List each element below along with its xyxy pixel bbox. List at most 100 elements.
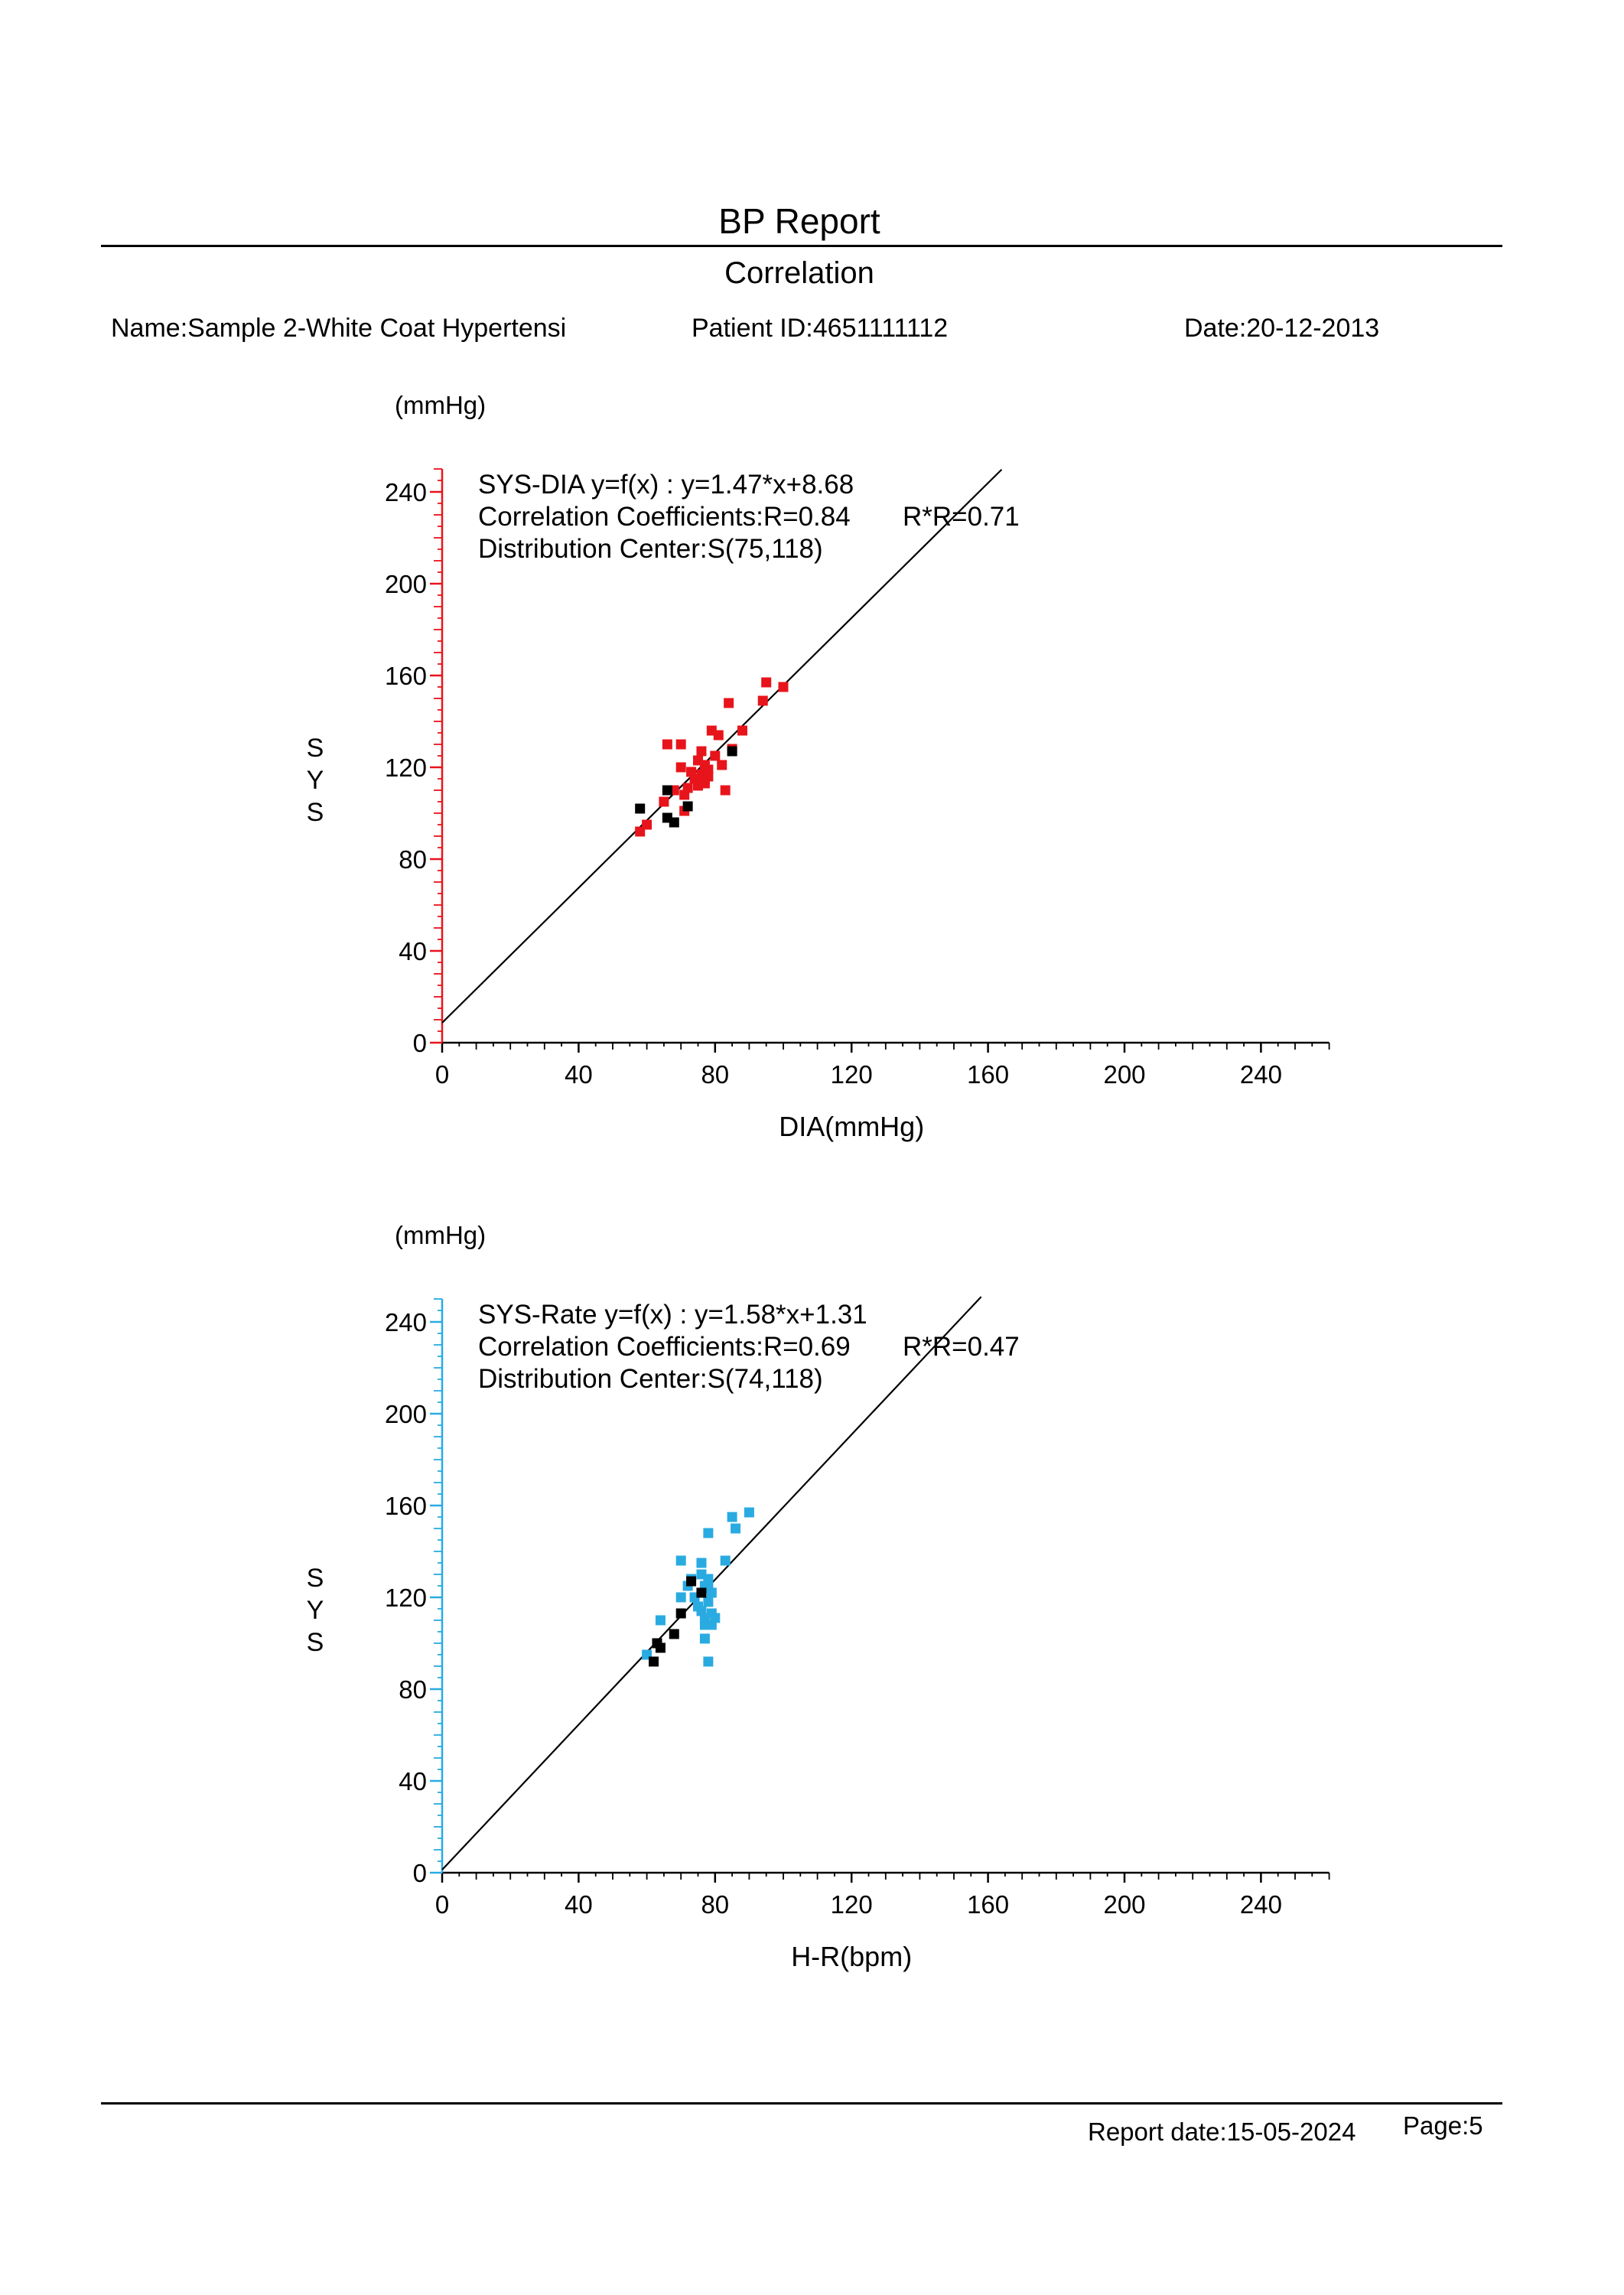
x-tick-label: 240 bbox=[1240, 1060, 1282, 1089]
x-tick-label: 40 bbox=[565, 1890, 593, 1919]
x-tick-label: 80 bbox=[701, 1890, 729, 1919]
y-tick-label: 120 bbox=[385, 754, 427, 782]
scatter-point bbox=[675, 1555, 686, 1566]
report-subtitle: Correlation bbox=[724, 256, 874, 290]
scatter-point bbox=[703, 1656, 714, 1667]
x-tick-label: 0 bbox=[435, 1890, 449, 1919]
x-tick-label: 160 bbox=[967, 1060, 1009, 1089]
scatter-point bbox=[706, 1587, 717, 1598]
scatter-point bbox=[778, 682, 789, 692]
y-unit-label: (mmHg) bbox=[395, 1221, 486, 1249]
report-title: BP Report bbox=[718, 201, 880, 241]
y-tick-label: 80 bbox=[399, 1675, 427, 1704]
header-divider bbox=[101, 245, 1502, 247]
scatter-point bbox=[703, 1597, 714, 1607]
scatter-point bbox=[710, 1613, 721, 1623]
annotation-correlation: Correlation Coefficients:R=0.84 bbox=[478, 502, 851, 532]
x-tick-label: 120 bbox=[831, 1060, 873, 1089]
x-tick-label: 0 bbox=[435, 1060, 449, 1089]
scatter-point bbox=[761, 677, 772, 688]
scatter-point bbox=[713, 730, 724, 741]
footer-divider bbox=[101, 2102, 1502, 2105]
scatter-point bbox=[662, 739, 672, 750]
scatter-point bbox=[703, 1574, 714, 1584]
y-axis-title-letter: Y bbox=[307, 766, 324, 795]
annotation-correlation: Correlation Coefficients:R=0.69 bbox=[478, 1332, 851, 1362]
scatter-point bbox=[682, 783, 693, 793]
scatter-point bbox=[710, 750, 721, 761]
scatter-point bbox=[675, 1592, 686, 1603]
y-tick-label: 40 bbox=[399, 1767, 427, 1795]
sys-dia-correlation-chart: 0 40 80 120 160 200 240 0 40 80 120 160 200 240 (mmHg)… bbox=[307, 391, 1330, 1142]
y-tick-label: 120 bbox=[385, 1584, 427, 1612]
x-tick-label: 40 bbox=[565, 1060, 593, 1089]
annotation-r-squared: R*R=0.47 bbox=[903, 1332, 1020, 1362]
sys-rate-correlation-chart: 0 40 80 120 160 200 240 0 40 80 120 160 200 240 (mmHg)… bbox=[307, 1221, 1330, 1972]
scatter-point bbox=[675, 762, 686, 773]
scatter-point bbox=[717, 760, 727, 770]
annotation-distribution-center: Distribution Center:S(74,118) bbox=[478, 1364, 823, 1394]
scatter-point bbox=[696, 1587, 707, 1598]
y-tick-label: 80 bbox=[399, 845, 427, 874]
x-tick-label: 120 bbox=[831, 1890, 873, 1919]
scatter-point bbox=[662, 785, 672, 796]
x-tick-label: 240 bbox=[1240, 1890, 1282, 1919]
scatter-point bbox=[655, 1642, 666, 1653]
y-tick-label: 240 bbox=[385, 1308, 427, 1336]
scatter-point bbox=[675, 1608, 686, 1619]
y-axis-title-letter: S bbox=[307, 1564, 324, 1593]
scatter-point bbox=[682, 801, 693, 812]
scatter-point bbox=[757, 695, 768, 706]
report-date-header: Date:20-12-2013 bbox=[1184, 314, 1380, 343]
scatter-point bbox=[720, 785, 731, 796]
scatter-point bbox=[703, 771, 714, 782]
y-axis-title-letter: S bbox=[307, 734, 324, 763]
scatter-point bbox=[744, 1507, 754, 1518]
scatter-point bbox=[737, 725, 747, 736]
scatter-point bbox=[669, 817, 679, 828]
scatter-point bbox=[659, 796, 669, 807]
y-axis-title-letter: Y bbox=[307, 1596, 324, 1625]
x-tick-label: 200 bbox=[1103, 1060, 1145, 1089]
y-tick-label: 200 bbox=[385, 570, 427, 598]
scatter-point bbox=[675, 739, 686, 750]
y-axis-title-letter: S bbox=[307, 1628, 324, 1657]
y-tick-label: 200 bbox=[385, 1400, 427, 1428]
x-axis-title: DIA(mmHg) bbox=[779, 1111, 924, 1142]
y-tick-label: 40 bbox=[399, 937, 427, 965]
y-axis-title-letter: S bbox=[307, 798, 324, 827]
scatter-point bbox=[635, 803, 646, 814]
annotation-equation: SYS-DIA y=f(x) : y=1.47*x+8.68 bbox=[478, 470, 854, 500]
x-tick-label: 200 bbox=[1103, 1890, 1145, 1919]
scatter-point bbox=[686, 1576, 697, 1587]
scatter-point bbox=[696, 746, 707, 757]
scatter-point bbox=[699, 1633, 710, 1644]
footer-report-date: Report date:15-05-2024 bbox=[1088, 2118, 1356, 2146]
annotation-distribution-center: Distribution Center:S(75,118) bbox=[478, 534, 823, 564]
y-unit-label: (mmHg) bbox=[395, 391, 486, 419]
x-axis-title: H-R(bpm) bbox=[791, 1941, 912, 1972]
scatter-point bbox=[731, 1523, 741, 1534]
y-tick-label: 240 bbox=[385, 478, 427, 506]
scatter-point bbox=[642, 819, 653, 830]
patient-id: Patient ID:4651111112 bbox=[692, 314, 949, 343]
annotation-equation: SYS-Rate y=f(x) : y=1.58*x+1.31 bbox=[478, 1300, 867, 1330]
scatter-point bbox=[727, 746, 737, 757]
x-tick-label: 80 bbox=[701, 1060, 729, 1089]
scatter-point bbox=[696, 1558, 707, 1568]
annotation-r-squared: R*R=0.71 bbox=[903, 502, 1020, 532]
regression-line bbox=[441, 468, 1003, 1024]
scatter-point bbox=[703, 1528, 714, 1538]
scatter-point bbox=[727, 1512, 737, 1522]
scatter-point bbox=[720, 1555, 731, 1566]
patient-name: Name:Sample 2-White Coat Hypertensi bbox=[111, 314, 567, 343]
y-tick-label: 160 bbox=[385, 1492, 427, 1520]
y-tick-label: 160 bbox=[385, 662, 427, 690]
footer-page-number: Page:5 bbox=[1403, 2111, 1483, 2140]
y-tick-label: 0 bbox=[413, 1029, 427, 1057]
scatter-point bbox=[724, 698, 734, 708]
x-tick-label: 160 bbox=[967, 1890, 1009, 1919]
y-tick-label: 0 bbox=[413, 1859, 427, 1887]
scatter-point bbox=[669, 1629, 679, 1639]
scatter-point bbox=[649, 1656, 659, 1667]
